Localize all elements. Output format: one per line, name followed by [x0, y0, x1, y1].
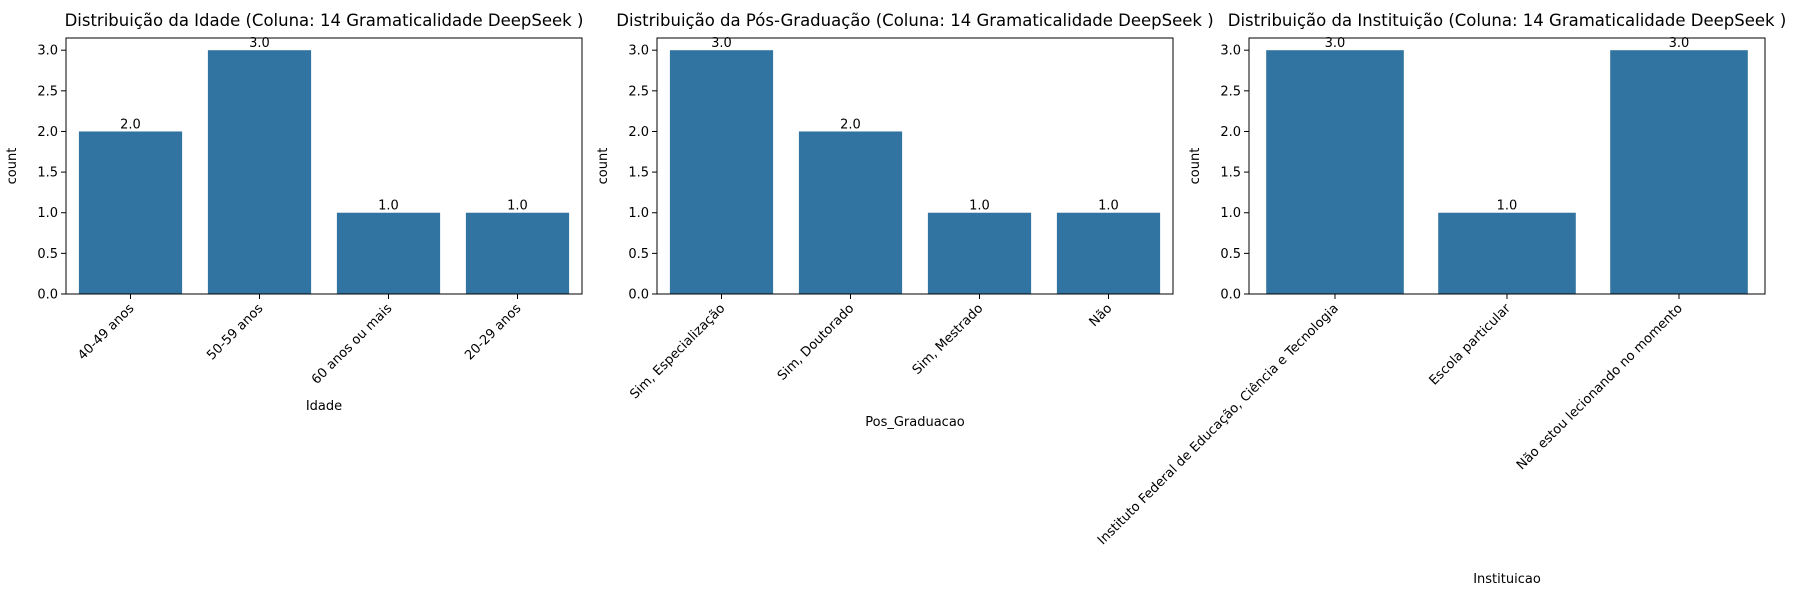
bar	[1056, 212, 1161, 294]
y-tick-label: 2.0	[628, 125, 649, 140]
x-tick-label: Sim, Especialização	[627, 301, 728, 402]
x-tick-label: Não	[1087, 301, 1116, 330]
y-tick-label: 2.5	[37, 84, 58, 99]
bar	[78, 131, 183, 294]
chart-panel-1: Distribuição da Idade (Coluna: 14 Gramat…	[5, 11, 583, 414]
bar-value-label: 2.0	[840, 117, 861, 132]
y-tick-label: 0.5	[628, 247, 649, 262]
bar-value-label: 2.0	[120, 117, 141, 132]
y-tick-label: 0.5	[37, 247, 58, 262]
bar	[207, 50, 312, 294]
x-tick-label: Instituto Federal de Educação, Ciência e…	[1095, 301, 1342, 548]
bar	[1266, 50, 1404, 294]
bar-value-label: 1.0	[1497, 199, 1518, 214]
chart-title: Distribuição da Instituição (Coluna: 14 …	[1228, 11, 1787, 30]
x-tick-label: Sim, Doutorado	[775, 301, 857, 383]
y-tick-label: 2.5	[628, 84, 649, 99]
bar-value-label: 1.0	[507, 199, 528, 214]
chart-panel-3: Distribuição da Instituição (Coluna: 14 …	[1095, 11, 1786, 587]
bar-value-label: 3.0	[1325, 36, 1346, 51]
x-axis-label: Instituicao	[1473, 572, 1541, 587]
y-tick-label: 1.0	[628, 206, 649, 221]
y-tick-label: 3.0	[628, 44, 649, 59]
y-tick-label: 2.0	[1220, 125, 1241, 140]
x-tick-label: 60 anos ou mais	[309, 301, 395, 387]
bar-value-label: 1.0	[378, 199, 399, 214]
y-tick-label: 0.5	[1220, 247, 1241, 262]
bar-value-label: 1.0	[1098, 199, 1119, 214]
y-axis-label: count	[1188, 148, 1203, 185]
x-tick-label: Sim, Mestrado	[910, 301, 987, 378]
x-tick-label: 40-49 anos	[75, 301, 137, 363]
y-tick-label: 0.0	[1220, 288, 1241, 303]
bar-value-label: 3.0	[711, 36, 732, 51]
plot-frame	[65, 37, 583, 295]
bar	[336, 212, 441, 294]
y-tick-label: 3.0	[37, 44, 58, 59]
x-axis-label: Pos_Graduacao	[865, 415, 965, 430]
y-tick-label: 0.0	[628, 288, 649, 303]
y-tick-label: 1.0	[37, 206, 58, 221]
bar-value-label: 3.0	[249, 36, 270, 51]
y-tick-label: 0.0	[37, 288, 58, 303]
chart-title: Distribuição da Pós-Graduação (Coluna: 1…	[616, 11, 1213, 30]
y-axis-label: count	[596, 148, 611, 185]
x-axis-label: Idade	[306, 399, 342, 414]
y-axis-label: count	[5, 148, 20, 185]
x-tick-label: 50-59 anos	[204, 301, 266, 363]
y-tick-label: 1.5	[628, 166, 649, 181]
plot-frame	[656, 37, 1174, 295]
bar-value-label: 1.0	[969, 199, 990, 214]
y-tick-label: 3.0	[1220, 44, 1241, 59]
chart-title: Distribuição da Idade (Coluna: 14 Gramat…	[65, 11, 584, 30]
y-tick-label: 1.0	[1220, 206, 1241, 221]
chart-panel-2: Distribuição da Pós-Graduação (Coluna: 1…	[596, 11, 1214, 430]
y-tick-label: 1.5	[37, 166, 58, 181]
bar	[1438, 212, 1576, 294]
bar	[927, 212, 1032, 294]
x-tick-label: Não estou lecionando no momento	[1514, 301, 1686, 473]
bar	[1610, 50, 1748, 294]
bar	[465, 212, 570, 294]
y-tick-label: 1.5	[1220, 166, 1241, 181]
y-tick-label: 2.0	[37, 125, 58, 140]
bar	[798, 131, 903, 294]
x-tick-label: 20-29 anos	[462, 301, 524, 363]
bar	[669, 50, 774, 294]
y-tick-label: 2.5	[1220, 84, 1241, 99]
bar-value-label: 3.0	[1669, 36, 1690, 51]
x-tick-label: Escola particular	[1427, 301, 1515, 389]
